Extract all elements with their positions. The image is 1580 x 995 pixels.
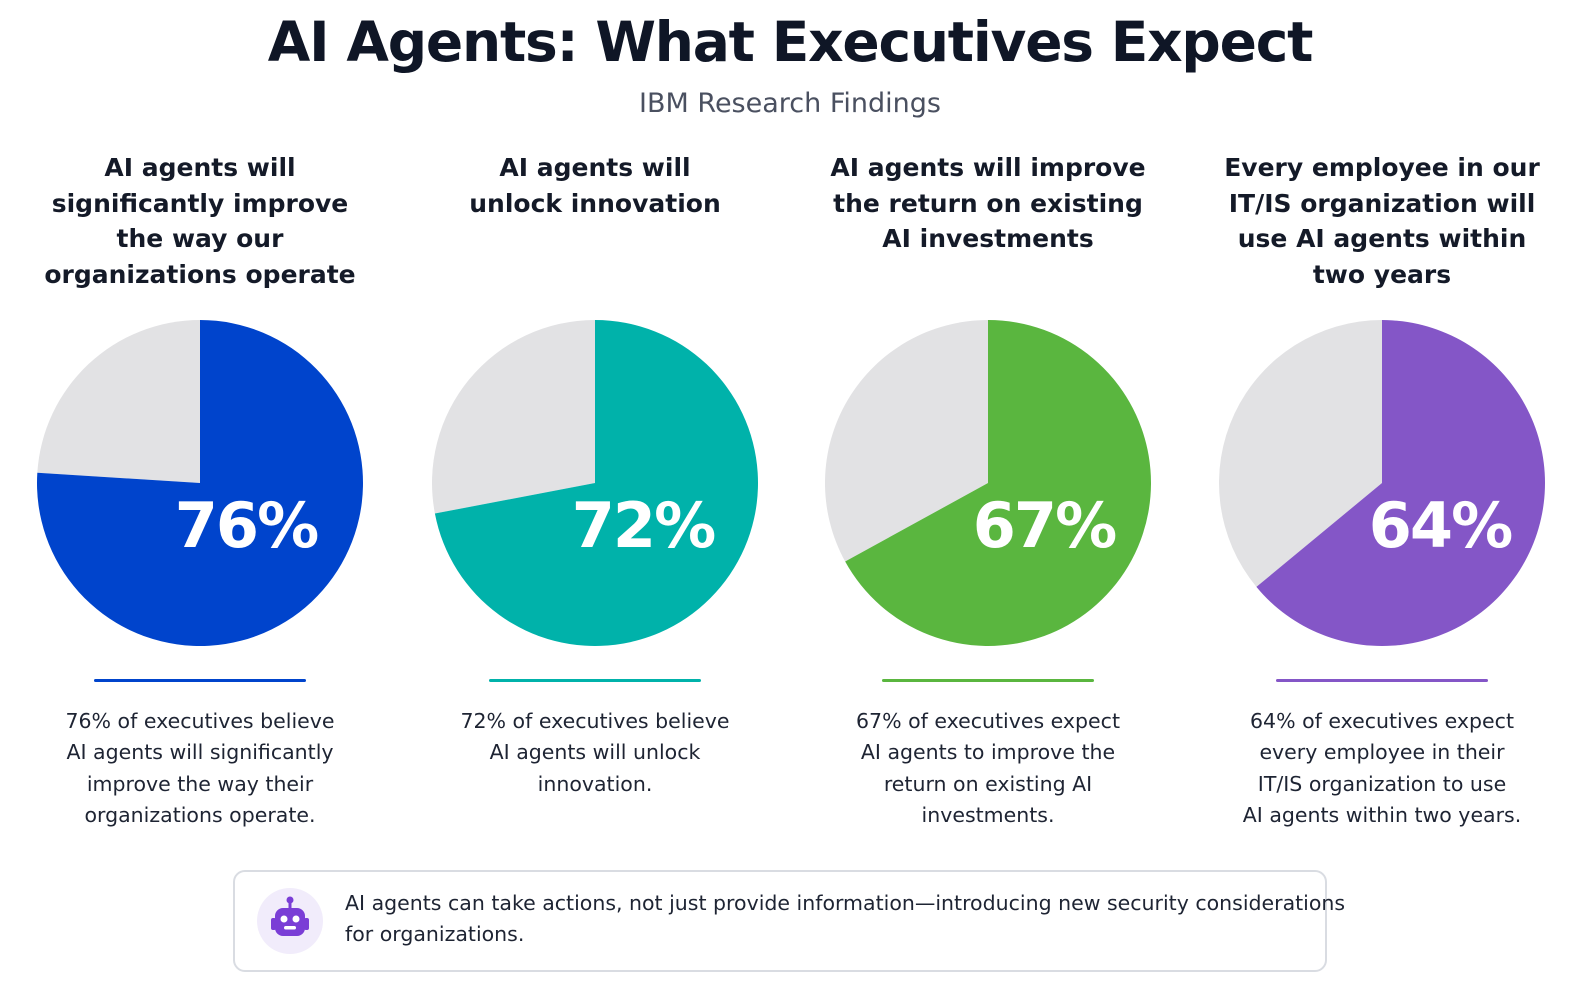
pie-chart: 67% <box>824 319 1151 646</box>
stat-description-line: 72% of executives believe <box>460 709 730 733</box>
stat-description-line: organizations operate. <box>84 802 316 827</box>
color-divider <box>489 679 701 682</box>
stat-column-roi: AI agents will improve the return on exi… <box>808 150 1168 840</box>
stat-heading-line: AI agents will <box>499 153 691 182</box>
pie-slice-value <box>36 320 363 646</box>
callout-text-line: for organizations. <box>345 922 525 946</box>
percentage-label: 72% <box>572 489 715 562</box>
stat-heading-line: the return on existing <box>833 188 1143 218</box>
stat-description-line: investments. <box>921 802 1055 827</box>
pie-slice-remainder <box>432 320 595 514</box>
pie-chart: 64% <box>1219 320 1546 646</box>
stat-column-innovation: AI agents will unlock innovation 72% 72%… <box>415 150 775 840</box>
stat-heading-line: IT/IS organization will <box>1228 188 1536 218</box>
stat-heading: AI agents will improve the return on exi… <box>808 150 1168 257</box>
stat-description-line: AI agents will unlock <box>489 740 701 765</box>
page-title: AI Agents: What Executives Expect <box>267 10 1314 74</box>
stat-description-line: 76% of executives believe <box>65 709 335 733</box>
stat-description-line: IT/IS organization to use <box>1257 771 1507 796</box>
pie-slice-value <box>845 320 1151 646</box>
security-callout: AI agents can take actions, not just pro… <box>233 870 1346 972</box>
stat-description-line: improve the way their <box>86 771 314 796</box>
stat-description-line: 67% of executives expect <box>856 709 1120 733</box>
pie-slice-value <box>1256 320 1546 646</box>
stat-description-line: AI agents to improve the <box>860 740 1116 765</box>
stat-heading: Every employee in our IT/IS organization… <box>1202 150 1562 292</box>
stat-heading-line: AI agents will improve <box>830 153 1146 182</box>
stat-heading-line: two years <box>1312 259 1452 289</box>
percentage-label: 67% <box>973 489 1116 562</box>
stat-heading-line: AI agents will <box>104 153 296 182</box>
stat-column-adoption: Every employee in our IT/IS organization… <box>1202 150 1562 840</box>
color-divider <box>882 679 1094 682</box>
stat-description-line: every employee in their <box>1259 740 1505 765</box>
stat-column-operations: AI agents will significantly improve the… <box>20 150 380 840</box>
pie-slice-value <box>434 320 759 646</box>
stat-description: 72% of executives believe AI agents will… <box>415 706 775 800</box>
stat-heading-line: use AI agents within <box>1237 224 1527 253</box>
stat-description: 76% of executives believe AI agents will… <box>20 706 380 831</box>
callout-text-line: AI agents can take actions, not just pro… <box>345 891 1346 915</box>
robot-icon-badge <box>257 888 323 954</box>
robot-icon <box>271 896 309 936</box>
stat-description-line: return on existing AI <box>883 771 1093 796</box>
stat-heading: AI agents will unlock innovation <box>415 150 775 221</box>
stat-description-line: AI agents will significantly <box>66 740 334 765</box>
percentage-label: 64% <box>1369 489 1512 562</box>
stat-heading-line: the way our <box>116 224 284 253</box>
stat-heading: AI agents will significantly improve the… <box>20 150 380 292</box>
color-divider <box>94 679 306 682</box>
stat-heading-line: organizations operate <box>44 259 356 289</box>
callout-text: AI agents can take actions, not just pro… <box>345 888 1346 950</box>
stat-heading-line: AI investments <box>882 224 1094 253</box>
pie-chart: 72% <box>432 320 759 646</box>
pie-slice-remainder <box>37 320 200 483</box>
percentage-label: 76% <box>175 489 318 562</box>
page-subtitle: IBM Research Findings <box>639 88 941 119</box>
stat-description: 64% of executives expect every employee … <box>1202 706 1562 831</box>
stat-description-line: 64% of executives expect <box>1250 709 1514 733</box>
pie-chart: 76% <box>36 320 363 646</box>
stat-description-line: AI agents within two years. <box>1242 802 1522 827</box>
stat-description: 67% of executives expect AI agents to im… <box>808 706 1168 831</box>
stat-heading-line: Every employee in our <box>1224 153 1540 182</box>
stat-heading-line: unlock innovation <box>469 188 721 218</box>
pie-slice-remainder <box>824 319 988 562</box>
stat-heading-line: significantly improve <box>51 188 349 218</box>
color-divider <box>1276 679 1488 682</box>
stat-description-line: innovation. <box>537 771 653 796</box>
pie-slice-remainder <box>1219 320 1382 587</box>
